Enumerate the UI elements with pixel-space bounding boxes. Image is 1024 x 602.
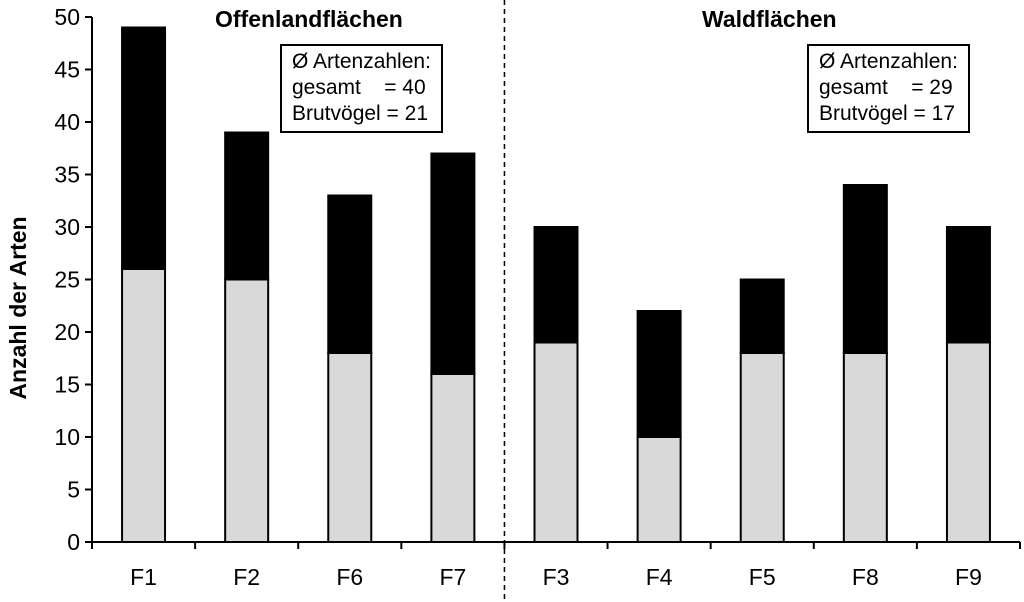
bar-f5-segment-2 — [739, 278, 785, 354]
bar-f8-segment-1 — [842, 352, 888, 543]
bar-f8-segment-2 — [842, 184, 888, 354]
stats-box-heading: Ø Artenzahlen: — [819, 50, 958, 73]
bar-f9-segment-1 — [945, 341, 991, 543]
x-tick-label-f8: F8 — [852, 564, 879, 590]
x-tick-label-f7: F7 — [439, 564, 466, 590]
x-tick-label-f1: F1 — [130, 564, 157, 590]
bar-f3-segment-2 — [533, 226, 579, 344]
stats-box-total: gesamt = 40 — [292, 76, 426, 99]
y-tick-label-35: 35 — [54, 162, 80, 188]
x-tick-label-f3: F3 — [543, 564, 570, 590]
bar-f7-segment-1 — [430, 373, 476, 543]
x-tick-label-f4: F4 — [646, 564, 673, 590]
stats-box-breeding: Brutvögel = 17 — [819, 102, 956, 125]
bar-f9-segment-2 — [945, 226, 991, 344]
bar-f2-segment-2 — [224, 131, 270, 281]
bar-f6-segment-2 — [327, 194, 373, 354]
x-tick-label-f6: F6 — [336, 564, 363, 590]
stats-box-total: gesamt = 29 — [819, 76, 953, 99]
y-tick-label-25: 25 — [54, 267, 80, 293]
x-tick-label-f9: F9 — [955, 564, 982, 590]
group-title-offenland: Offenlandflächen — [215, 6, 403, 32]
bar-f3-segment-1 — [533, 341, 579, 543]
stats-box-heading: Ø Artenzahlen: — [292, 50, 431, 73]
stats-box-wald: Ø Artenzahlen: gesamt = 29 Brutvögel = 1… — [807, 44, 970, 133]
bar-f6-segment-1 — [327, 352, 373, 543]
bar-f4-segment-2 — [636, 310, 682, 438]
bar-f2-segment-1 — [224, 278, 270, 543]
y-tick-label-5: 5 — [67, 477, 80, 503]
y-tick-label-15: 15 — [54, 372, 80, 398]
bars-layer — [121, 26, 991, 543]
y-axis-label: Anzahl der Arten — [5, 216, 31, 399]
y-tick-label-45: 45 — [54, 57, 80, 83]
axes-layer: 0 5 10 15 20 25 30 35 40 45 50 F1 F2 F6 F7 F3 F4 F5 F8 F9 — [54, 0, 1021, 602]
bar-f4-segment-1 — [636, 436, 682, 543]
x-tick-label-f5: F5 — [749, 564, 776, 590]
bar-f1-segment-1 — [121, 268, 167, 543]
group-title-wald: Waldflächen — [702, 6, 837, 32]
y-tick-label-30: 30 — [54, 214, 80, 240]
y-tick-label-0: 0 — [67, 529, 80, 555]
stats-box-offenland: Ø Artenzahlen: gesamt = 40 Brutvögel = 2… — [280, 44, 443, 133]
x-tick-label-f2: F2 — [233, 564, 260, 590]
y-tick-label-40: 40 — [54, 109, 80, 135]
bar-f7-segment-2 — [430, 152, 476, 375]
y-tick-label-50: 50 — [54, 4, 80, 30]
y-tick-label-10: 10 — [54, 424, 80, 450]
bar-f5-segment-1 — [739, 352, 785, 543]
bar-f1-segment-2 — [121, 26, 167, 270]
stats-box-breeding: Brutvögel = 21 — [292, 102, 429, 125]
y-tick-label-20: 20 — [54, 319, 80, 345]
